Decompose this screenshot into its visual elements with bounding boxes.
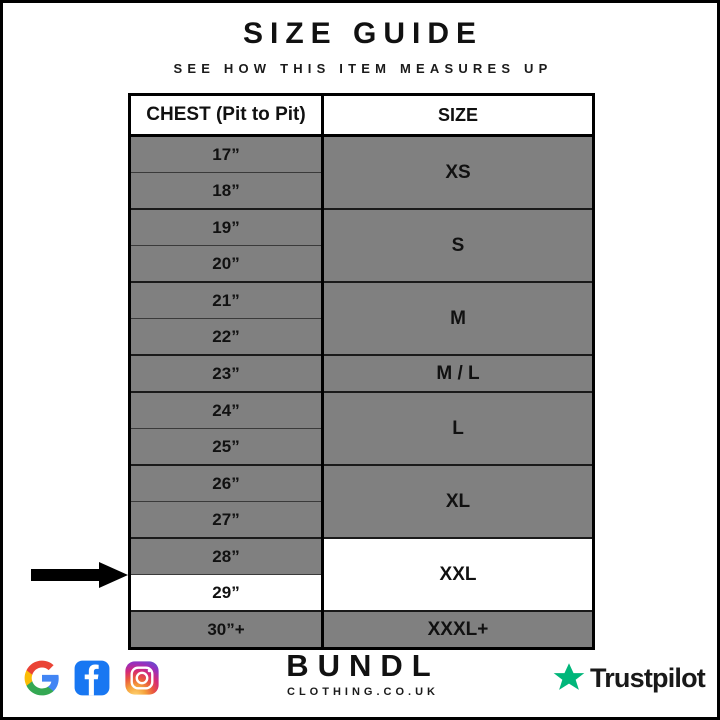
table-row: 27” xyxy=(129,501,594,539)
header: SIZE GUIDE SEE HOW THIS ITEM MEASURES UP xyxy=(3,17,720,77)
size-table-wrapper: CHEST (Pit to Pit) SIZE 17” XS 18” 19” S xyxy=(128,93,595,650)
measurement-cell-18: 18” xyxy=(129,172,324,210)
table-row: 23” M / L xyxy=(129,355,594,393)
table-row: 25” xyxy=(129,428,594,466)
size-cell-ml: M / L xyxy=(322,355,594,393)
table-row: 30”+ XXXL+ xyxy=(129,611,594,649)
measurement-cell-23: 23” xyxy=(129,355,324,393)
brand-name: BUNDL xyxy=(286,648,440,683)
table-row: 17” XS xyxy=(129,135,594,210)
table-row: 28” XXL xyxy=(129,538,594,612)
measurement-cell-17: 17” xyxy=(129,135,324,173)
measurement-cell-21: 21” xyxy=(129,282,324,319)
measurement-cell-25: 25” xyxy=(129,428,324,466)
column-header-chest: CHEST (Pit to Pit) xyxy=(129,94,324,137)
brand-logo: BUNDL CLOTHING.CO.UK xyxy=(3,649,720,699)
size-cell-s: S xyxy=(322,209,594,283)
facebook-icon[interactable] xyxy=(73,659,111,697)
column-header-size: SIZE xyxy=(322,94,594,137)
table-header-row: CHEST (Pit to Pit) SIZE xyxy=(129,94,594,137)
trustpilot-logo[interactable]: Trustpilot xyxy=(552,661,706,695)
size-cell-xxxl: XXXL+ xyxy=(322,611,594,649)
brand-domain: CLOTHING.CO.UK xyxy=(287,686,439,698)
table-row: 24” L xyxy=(129,392,594,466)
right-arrow-icon xyxy=(31,562,128,588)
table-row: 20” xyxy=(129,245,594,283)
trustpilot-wordmark: Trustpilot xyxy=(590,663,706,693)
measurement-cell-22: 22” xyxy=(129,318,324,356)
table-row: 21” M xyxy=(129,282,594,356)
instagram-icon[interactable] xyxy=(123,659,161,697)
footer: BUNDL CLOTHING.CO.UK Trustpilot xyxy=(3,639,720,719)
table-row: 26” XL xyxy=(129,465,594,539)
measurement-cell-30plus: 30”+ xyxy=(129,611,324,649)
table-row: 22” xyxy=(129,318,594,356)
measurement-cell-27: 27” xyxy=(129,501,324,539)
social-icons xyxy=(23,659,161,697)
measurement-cell-28: 28” xyxy=(129,538,324,575)
size-cell-m: M xyxy=(322,282,594,356)
size-table: CHEST (Pit to Pit) SIZE 17” XS 18” 19” S xyxy=(128,93,595,650)
page-title: SIZE GUIDE xyxy=(242,17,484,50)
trustpilot-star-icon xyxy=(553,663,585,690)
measurement-cell-19: 19” xyxy=(129,209,324,246)
measurement-cell-29: 29” xyxy=(129,574,324,612)
table-row-highlighted: 29” xyxy=(129,574,594,612)
measurement-cell-26: 26” xyxy=(129,465,324,502)
measurement-cell-24: 24” xyxy=(129,392,324,429)
size-cell-xl: XL xyxy=(322,465,594,539)
size-cell-xs: XS xyxy=(322,135,594,210)
table-row: 18” xyxy=(129,172,594,210)
size-cell-xxl: XXL xyxy=(322,538,594,612)
table-row: 19” S xyxy=(129,209,594,283)
measurement-cell-20: 20” xyxy=(129,245,324,283)
size-cell-l: L xyxy=(322,392,594,466)
google-icon[interactable] xyxy=(23,659,61,697)
page-subtitle: SEE HOW THIS ITEM MEASURES UP xyxy=(173,61,553,76)
